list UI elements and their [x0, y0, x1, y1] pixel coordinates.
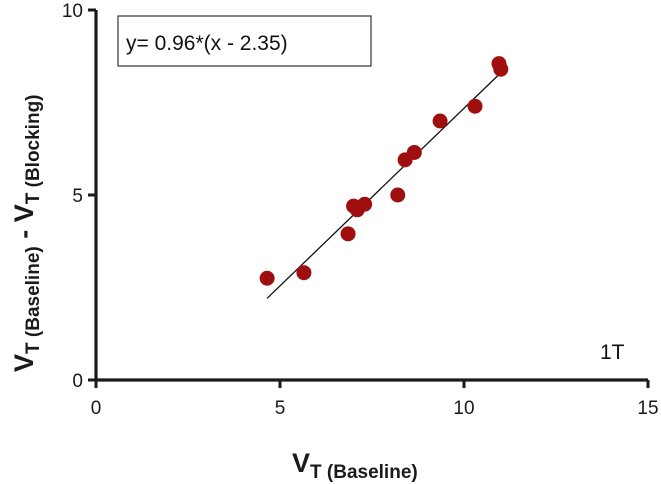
y-tick-label: 0 — [72, 371, 83, 392]
data-point — [467, 98, 483, 114]
x-axis-title-main: V — [292, 448, 310, 478]
points-layer — [259, 56, 509, 286]
data-point — [390, 187, 406, 203]
fit-layer — [266, 72, 502, 299]
x-tick-label: 0 — [91, 398, 102, 419]
x-axis-title: VT (Baseline) — [292, 448, 418, 483]
panel-label: 1T — [600, 341, 625, 364]
equation-box-border — [117, 15, 372, 67]
x-tick-label: 5 — [275, 398, 286, 419]
equation-box: y= 0.96*(x - 2.35) — [117, 15, 372, 67]
y-axis-title-mid: - — [9, 222, 39, 246]
x-axis-title-sub: T (Baseline) — [310, 462, 418, 483]
y-axis-title-main1: V — [9, 354, 39, 372]
y-axis-title: VT (Baseline) - VT (Blocking) — [9, 94, 44, 372]
y-axis-title-sub2: T (Blocking) — [23, 94, 44, 204]
y-axis-title-sub1: T (Baseline) — [23, 246, 44, 354]
x-tick-label: 10 — [453, 398, 474, 419]
data-point — [406, 144, 422, 160]
y-axis-title-main2: V — [9, 204, 39, 222]
fit-line — [266, 72, 502, 299]
data-point — [493, 61, 509, 77]
data-point — [259, 270, 275, 286]
axes-layer: 0 5 10 15 0 5 10 — [62, 1, 659, 419]
y-tick-label: 10 — [62, 1, 83, 22]
data-point — [340, 226, 356, 242]
data-point — [296, 265, 312, 281]
y-tick-label: 5 — [72, 186, 83, 207]
data-point — [432, 113, 448, 129]
equation-label: y= 0.96*(x - 2.35) — [126, 32, 288, 55]
data-point — [357, 196, 373, 212]
x-tick-label: 15 — [637, 398, 658, 419]
